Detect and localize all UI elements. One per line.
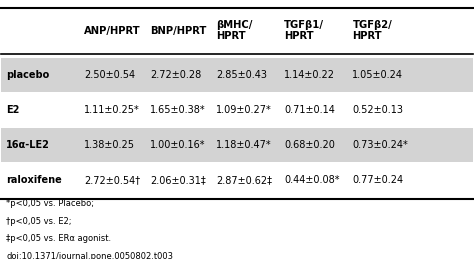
- Text: 2.87±0.62‡: 2.87±0.62‡: [216, 175, 272, 185]
- Text: 2.72±0.28: 2.72±0.28: [150, 70, 201, 80]
- Text: †p<0,05 vs. E2;: †p<0,05 vs. E2;: [6, 217, 72, 226]
- Text: 1.00±0.16*: 1.00±0.16*: [150, 140, 205, 150]
- Text: doi:10.1371/journal.pone.0050802.t003: doi:10.1371/journal.pone.0050802.t003: [6, 252, 173, 259]
- Text: 0.44±0.08*: 0.44±0.08*: [284, 175, 340, 185]
- Text: E2: E2: [6, 105, 19, 115]
- Text: 0.73±0.24*: 0.73±0.24*: [353, 140, 408, 150]
- Text: 1.05±0.24: 1.05±0.24: [353, 70, 403, 80]
- Text: 0.71±0.14: 0.71±0.14: [284, 105, 335, 115]
- Text: 2.50±0.54: 2.50±0.54: [84, 70, 135, 80]
- Text: 1.65±0.38*: 1.65±0.38*: [150, 105, 205, 115]
- Text: 0.77±0.24: 0.77±0.24: [353, 175, 403, 185]
- Text: 2.72±0.54†: 2.72±0.54†: [84, 175, 140, 185]
- Text: raloxifene: raloxifene: [6, 175, 62, 185]
- FancyBboxPatch shape: [1, 128, 473, 162]
- Text: TGFβ2/
HPRT: TGFβ2/ HPRT: [353, 20, 392, 41]
- Text: ‡p<0,05 vs. ERα agonist.: ‡p<0,05 vs. ERα agonist.: [6, 234, 111, 243]
- Text: 1.11±0.25*: 1.11±0.25*: [84, 105, 140, 115]
- Text: placebo: placebo: [6, 70, 49, 80]
- Text: BNP/HPRT: BNP/HPRT: [150, 26, 206, 35]
- Text: ANP/HPRT: ANP/HPRT: [84, 26, 140, 35]
- Text: 1.38±0.25: 1.38±0.25: [84, 140, 135, 150]
- Text: 16α-LE2: 16α-LE2: [6, 140, 50, 150]
- FancyBboxPatch shape: [1, 58, 473, 92]
- Text: *p<0,05 vs. Placebo;: *p<0,05 vs. Placebo;: [6, 199, 94, 208]
- Text: 1.09±0.27*: 1.09±0.27*: [216, 105, 272, 115]
- Text: 0.52±0.13: 0.52±0.13: [353, 105, 403, 115]
- Text: 2.06±0.31‡: 2.06±0.31‡: [150, 175, 206, 185]
- Text: 1.14±0.22: 1.14±0.22: [284, 70, 335, 80]
- Text: 1.18±0.47*: 1.18±0.47*: [216, 140, 272, 150]
- Text: 0.68±0.20: 0.68±0.20: [284, 140, 335, 150]
- Text: TGFβ1/
HPRT: TGFβ1/ HPRT: [284, 20, 324, 41]
- Text: βMHC/
HPRT: βMHC/ HPRT: [216, 20, 252, 41]
- Text: 2.85±0.43: 2.85±0.43: [216, 70, 267, 80]
